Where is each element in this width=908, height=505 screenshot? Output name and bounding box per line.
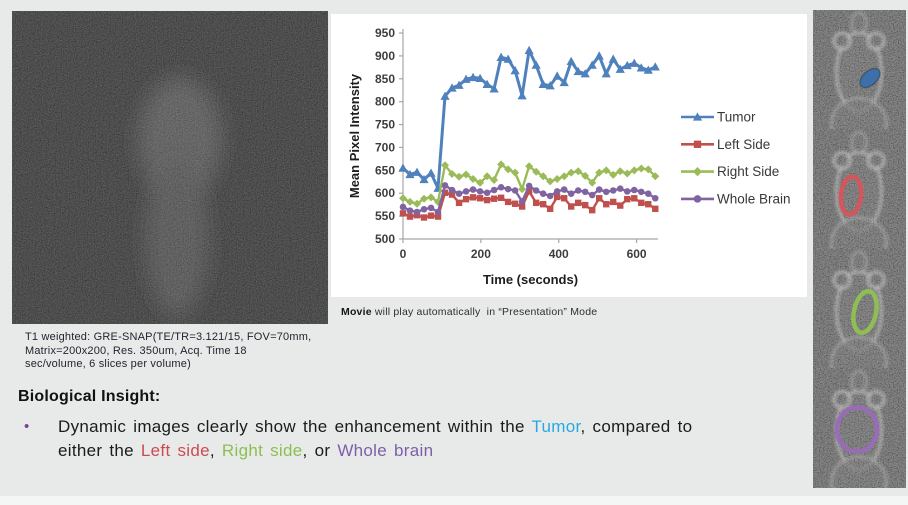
movie-caption-rest: will play automatically in “Presentation…: [371, 306, 598, 318]
biological-insight: Biological Insight: • Dynamic images cle…: [18, 388, 848, 463]
roi-tumor: [859, 67, 881, 89]
intensity-time-chart: 500 550 600 650 700 750 800 850 900 950 0 200 400 600…: [347, 26, 791, 287]
series-markers-whole-brain: [399, 182, 659, 216]
x-tick-label: 200: [471, 247, 491, 261]
mri-axial-svg: [12, 11, 328, 324]
legend-item-right-side: Right Side: [681, 164, 779, 179]
x-tick-label: 400: [549, 247, 569, 261]
roi-tile-left-side: [813, 129, 906, 269]
x-tick-label: 0: [400, 247, 407, 261]
insight-title: Biological Insight:: [18, 388, 161, 405]
roi-left-side: [838, 174, 864, 217]
bullet-text-segment: ,: [209, 441, 222, 460]
tumor-text: Tumor: [531, 417, 581, 436]
noise-overlay: [12, 11, 328, 324]
whole-brain-text: Whole brain: [337, 441, 434, 460]
caption-line: T1 weighted: GRE-SNAP(TE/TR=3.121/15, FO…: [25, 331, 312, 343]
bullet-marker: •: [24, 418, 30, 435]
x-axis-title: Time (seconds): [483, 272, 578, 287]
bullet-text-segment: Dynamic images clearly show the enhancem…: [58, 417, 532, 436]
roi-slices-strip: [813, 10, 906, 488]
insight-bullet-text: Dynamic images clearly show the enhancem…: [58, 415, 848, 463]
bullet-text-segment: , compared to: [580, 417, 693, 436]
mri-axial-image: [12, 11, 328, 324]
legend-item-left-side: Left Side: [681, 137, 770, 152]
y-tick-label: 900: [375, 49, 395, 63]
y-tick-label: 700: [375, 140, 395, 154]
insight-bullet-row: • Dynamic images clearly show the enhanc…: [18, 415, 848, 463]
bullet-text-segment: , or: [302, 441, 338, 460]
chart-panel: 500 550 600 650 700 750 800 850 900 950 0 200 400 600…: [331, 14, 807, 297]
roi-tile-tumor: [813, 10, 906, 149]
left-side-text: Left side: [140, 441, 210, 460]
movie-caption: Movie will play automatically in “Presen…: [341, 306, 597, 318]
caption-line: Matrix=200x200, Res. 350um, Acq. Time 18: [25, 344, 247, 357]
bullet-text-segment: either the: [58, 441, 141, 460]
roi-tile-right-side: [813, 249, 906, 388]
x-tick-label: 600: [627, 247, 647, 261]
legend-item-whole-brain: Whole Brain: [681, 191, 791, 206]
y-tick-label: 550: [375, 209, 395, 223]
y-axis-title: Mean Pixel Intensity: [347, 73, 362, 198]
right-side-text: Right side: [221, 441, 303, 460]
legend-label-whole-brain: Whole Brain: [717, 191, 791, 206]
acquisition-parameters-caption: T1 weighted: GRE-SNAP(TE/TR=3.121/15, FO…: [25, 331, 325, 372]
y-tick-label: 500: [375, 232, 395, 246]
legend-item-tumor: Tumor: [681, 110, 756, 125]
y-tick-label: 650: [375, 163, 395, 177]
roi-tile-whole-brain: [813, 368, 906, 488]
movie-caption-bold: Movie: [341, 306, 372, 318]
y-tick-label: 750: [375, 118, 395, 132]
series-markers-left-side: [399, 188, 659, 221]
caption-line: sec/volume, 6 slices per volume): [25, 358, 191, 370]
legend-label-left-side: Left Side: [717, 137, 770, 152]
y-tick-label: 800: [375, 95, 395, 109]
legend-label-tumor: Tumor: [717, 110, 756, 125]
legend-label-right-side: Right Side: [717, 164, 779, 179]
series-markers-tumor: [398, 45, 660, 192]
series-markers-right-side: [399, 160, 660, 208]
roi-right-side: [851, 289, 879, 335]
roi-whole-brain: [834, 405, 880, 454]
y-tick-label: 600: [375, 186, 395, 200]
roi-slices-svg: [813, 10, 906, 488]
y-tick-label: 950: [375, 26, 395, 40]
slide-bottom-edge: [0, 496, 908, 505]
y-tick-label: 850: [375, 72, 395, 86]
